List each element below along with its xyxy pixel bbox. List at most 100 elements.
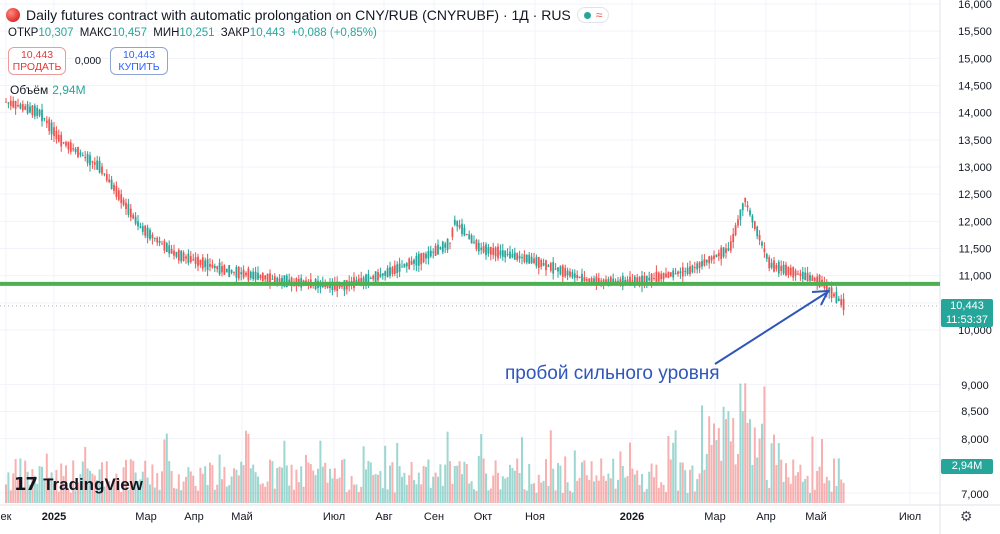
volume-bar	[679, 462, 682, 503]
volume-bar	[549, 430, 552, 503]
volume-bar	[842, 482, 845, 503]
volume-bar	[494, 460, 497, 503]
candle-body	[283, 275, 286, 287]
trade-panel: 10,443 ПРОДАТЬ 0,000 10,443 КУПИТЬ	[8, 47, 168, 75]
candle-body	[480, 247, 483, 250]
candle-body	[542, 263, 545, 266]
volume-bar	[480, 433, 483, 503]
candle-body	[98, 160, 101, 173]
candle-body	[590, 278, 593, 284]
candle-body	[465, 233, 468, 235]
volume-bar	[225, 486, 228, 503]
sell-button[interactable]: 10,443 ПРОДАТЬ	[8, 47, 66, 75]
volume-bar	[636, 470, 639, 503]
sell-label: ПРОДАТЬ	[12, 61, 62, 73]
candle-body	[785, 264, 787, 276]
volume-bar	[57, 491, 60, 503]
candle-body	[127, 204, 130, 215]
volume-bar	[211, 465, 214, 503]
candle-body	[189, 256, 192, 263]
volume-bar	[816, 470, 819, 503]
candle-body	[209, 263, 211, 267]
symbol-title[interactable]: Daily futures contract with automatic pr…	[26, 7, 571, 23]
candle-body	[38, 109, 41, 116]
settings-gear-icon[interactable]: ⚙	[960, 508, 973, 524]
volume-bar	[276, 468, 279, 503]
volume-bar	[482, 458, 485, 503]
bar-countdown: 11:53:37	[945, 314, 988, 326]
candle-body	[74, 148, 77, 153]
candle-body	[276, 277, 279, 282]
volume-bar	[578, 477, 581, 503]
candle-body	[62, 142, 65, 144]
volume-bar	[581, 462, 583, 503]
volume-bar	[170, 470, 173, 503]
candle-body	[439, 247, 442, 250]
candle-body	[449, 242, 451, 244]
close-label: ЗАКР	[220, 27, 250, 39]
volume-bar	[96, 480, 99, 503]
volume-bar	[825, 476, 828, 503]
candle-body	[809, 274, 811, 281]
volume-bar	[384, 445, 387, 503]
candle-body	[151, 234, 154, 239]
candle-body	[749, 210, 751, 216]
x-tick-label: Июл	[323, 511, 345, 523]
market-status-pill[interactable]: ≈	[576, 7, 610, 23]
candle-body	[45, 120, 48, 124]
candle-body	[698, 262, 701, 268]
volume-bar	[530, 483, 533, 503]
volume-bar	[398, 466, 401, 503]
tradingview-logo[interactable]: 17 TradingView	[14, 474, 143, 495]
volume-bar	[489, 488, 492, 503]
volume-bar	[233, 468, 235, 503]
candle-body	[204, 260, 207, 268]
volume-bar	[470, 481, 473, 503]
candle-body	[5, 101, 7, 103]
candle-body	[797, 273, 799, 275]
buy-label: КУПИТЬ	[118, 61, 160, 73]
volume-bar	[283, 440, 286, 503]
volume-bar	[561, 492, 564, 503]
y-tick-label: 15,000	[958, 53, 992, 65]
volume-bar	[720, 460, 723, 503]
buy-button[interactable]: 10,443 КУПИТЬ	[110, 47, 168, 75]
candle-body	[122, 199, 125, 205]
volume-bar	[273, 488, 276, 503]
volume-bar	[782, 481, 785, 503]
volume-bar	[285, 465, 288, 503]
candle-body	[105, 173, 108, 181]
candle-body	[84, 156, 87, 158]
volume-bar	[657, 487, 660, 503]
low-label: МИН	[153, 27, 180, 39]
candle-body	[566, 270, 569, 276]
candle-body	[125, 202, 127, 210]
volume-legend[interactable]: Объём 2,94M	[10, 83, 86, 97]
volume-bar	[158, 489, 161, 503]
candle-body	[732, 234, 735, 243]
candle-body	[213, 265, 216, 268]
candle-body	[521, 257, 523, 259]
volume-bar	[307, 462, 310, 503]
volume-bar	[321, 466, 324, 503]
volume-bar	[314, 475, 317, 503]
candle-body	[113, 184, 115, 191]
candle-body	[79, 152, 82, 155]
volume-bar	[765, 480, 768, 503]
candle-body	[333, 282, 336, 290]
candle-body	[170, 249, 173, 254]
candle-body	[741, 203, 744, 211]
candle-body	[537, 257, 540, 269]
candle-body	[713, 255, 715, 259]
candle-body	[110, 179, 113, 190]
volume-bar	[89, 470, 91, 503]
candle-body	[50, 122, 53, 135]
volume-bar	[151, 464, 154, 503]
candle-body	[288, 279, 291, 284]
volume-bar	[785, 463, 787, 503]
x-tick-label: ек	[1, 511, 12, 523]
volume-bar	[835, 485, 838, 503]
volume-bar	[357, 492, 360, 503]
